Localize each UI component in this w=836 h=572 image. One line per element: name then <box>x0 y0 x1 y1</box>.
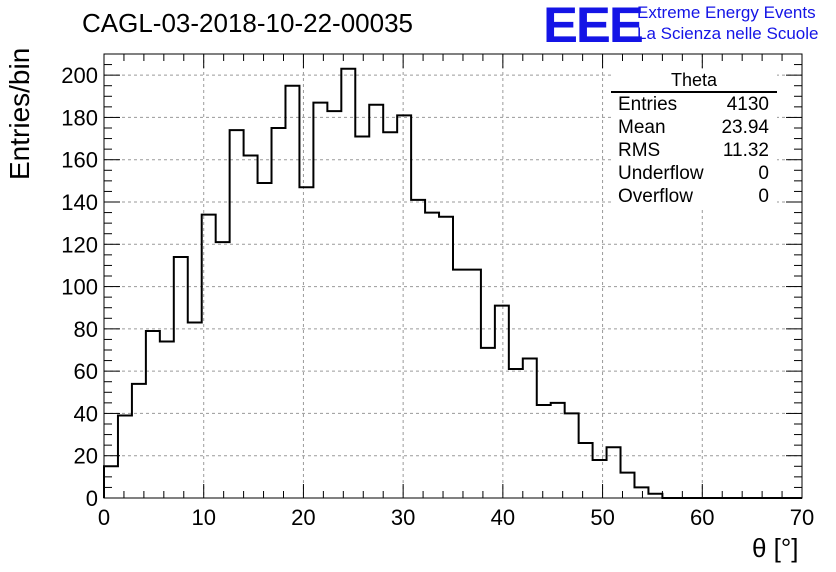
stats-row-rms: RMS 11.32 <box>611 139 777 162</box>
x-tick-label: 60 <box>690 505 714 530</box>
x-tick-label: 40 <box>491 505 515 530</box>
y-tick-label: 100 <box>61 275 98 300</box>
x-tick-label: 70 <box>790 505 814 530</box>
eee-logo: EEE <box>543 0 644 53</box>
y-tick-label: 0 <box>86 486 98 511</box>
stats-row-underflow: Underflow 0 <box>611 162 777 185</box>
x-tick-label: 0 <box>98 505 110 530</box>
x-tick-label: 30 <box>391 505 415 530</box>
stats-row-entries: Entries 4130 <box>611 93 777 116</box>
y-tick-label: 180 <box>61 105 98 130</box>
stats-label: Entries <box>618 94 678 115</box>
x-tick-label: 20 <box>291 505 315 530</box>
y-tick-label: 40 <box>74 401 98 426</box>
stats-value: 0 <box>758 186 769 207</box>
y-tick-label: 80 <box>74 317 98 342</box>
chart-title: CAGL-03-2018-10-22-00035 <box>82 8 413 38</box>
stats-label: Mean <box>618 117 666 138</box>
x-tick-label: 50 <box>590 505 614 530</box>
stats-value: 4130 <box>726 94 769 115</box>
y-tick-label: 200 <box>61 63 98 88</box>
y-tick-label: 160 <box>61 148 98 173</box>
stats-value: 0 <box>758 163 769 184</box>
y-tick-label: 60 <box>74 359 98 384</box>
y-tick-label: 20 <box>74 444 98 469</box>
stats-title: Theta <box>611 70 777 93</box>
y-tick-label: 140 <box>61 190 98 215</box>
x-tick-label: 10 <box>191 505 215 530</box>
stats-box: Theta Entries 4130 Mean 23.94 RMS 11.32 … <box>611 70 777 208</box>
plot-frame <box>103 53 803 499</box>
grid-lines <box>104 54 802 498</box>
axis-tick-labels: 0 10 20 30 40 50 60 70 0 20 40 60 80 100 120 140 160 180 2… <box>61 63 814 530</box>
logo-line-2: La Scienza nelle Scuole <box>637 24 819 43</box>
x-axis-label: θ [°] <box>752 533 799 563</box>
y-axis-label: Entries/bin <box>4 47 35 180</box>
stats-row-mean: Mean 23.94 <box>611 116 777 139</box>
histogram-series <box>103 67 802 499</box>
stats-label: Overflow <box>618 186 693 207</box>
stats-label: RMS <box>618 140 661 161</box>
logo-line-1: Extreme Energy Events <box>637 3 816 22</box>
y-tick-label: 120 <box>61 232 98 257</box>
stats-label: Underflow <box>618 163 704 184</box>
stats-value: 11.32 <box>722 140 769 161</box>
stats-row-overflow: Overflow 0 <box>611 185 777 208</box>
stats-value: 23.94 <box>721 117 769 138</box>
